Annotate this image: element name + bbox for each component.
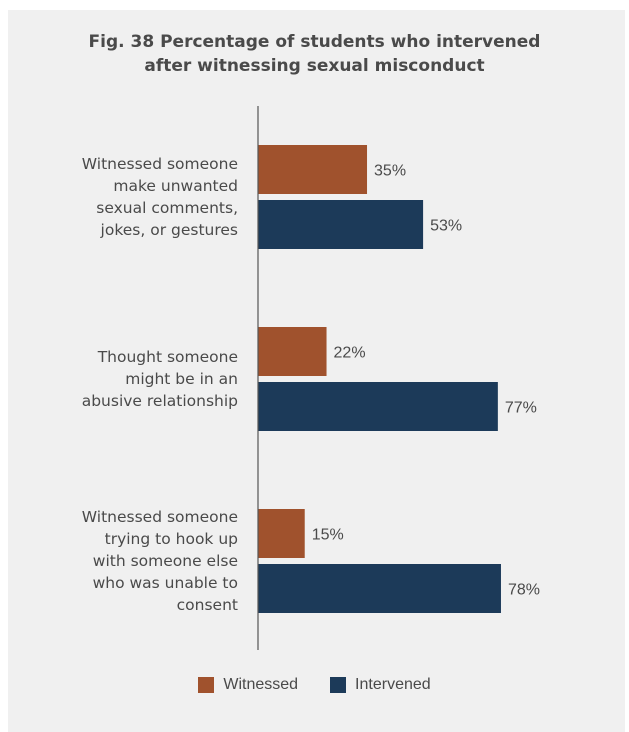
data-label-witnessed-3: 15%: [312, 527, 344, 544]
category-label-1-line-4: jokes, or gestures: [100, 221, 238, 239]
bar-witnessed-3: [258, 509, 305, 558]
category-label-2-line-3: abusive relationship: [81, 392, 238, 410]
category-label-3-line-3: with someone else: [92, 552, 238, 570]
category-label-3-line-5: consent: [176, 596, 238, 614]
category-label-2-line-1: Thought someone: [97, 348, 238, 366]
chart-title: Fig. 38 Percentage of students who inter…: [0, 30, 629, 78]
category-label-1-line-3: sexual comments,: [96, 199, 238, 217]
category-label-3-line-4: who was unable to: [92, 574, 238, 592]
legend: Witnessed Intervened: [0, 676, 629, 694]
data-label-witnessed-2: 22%: [334, 345, 366, 362]
category-label-3-line-1: Witnessed someone: [81, 508, 238, 526]
category-label-3-line-2: trying to hook up: [104, 530, 238, 548]
legend-swatch-intervened: [330, 677, 347, 693]
legend-swatch-witnessed: [198, 677, 215, 693]
category-label-1-line-2: make unwanted: [113, 177, 238, 195]
bar-intervened-1: [258, 200, 424, 249]
category-label-1-line-1: Witnessed someone: [81, 155, 238, 173]
chart-title-line-1: Fig. 38 Percentage of students who inter…: [88, 32, 541, 52]
data-label-witnessed-1: 35%: [374, 163, 406, 180]
legend-label-intervened: Intervened: [355, 676, 431, 693]
bar-intervened-3: [258, 564, 501, 613]
data-label-intervened-2: 77%: [505, 400, 537, 417]
category-label-2-line-2: might be in an: [125, 370, 238, 388]
legend-item-intervened: Intervened: [330, 676, 431, 694]
bar-witnessed-1: [258, 145, 368, 194]
bar-intervened-2: [258, 382, 498, 431]
chart-title-line-2: after witnessing sexual misconduct: [144, 56, 485, 76]
legend-item-witnessed: Witnessed: [198, 676, 298, 694]
category-label-3: Witnessed someone trying to hook up with s…: [18, 506, 238, 616]
legend-label-witnessed: Witnessed: [223, 676, 299, 693]
category-label-1: Witnessed someone make unwanted sexual com…: [18, 153, 238, 241]
bar-witnessed-2: [258, 327, 327, 376]
data-label-intervened-1: 53%: [430, 218, 462, 235]
category-label-2: Thought someone might be in an abusive rel…: [18, 346, 238, 412]
data-label-intervened-3: 78%: [508, 582, 540, 599]
